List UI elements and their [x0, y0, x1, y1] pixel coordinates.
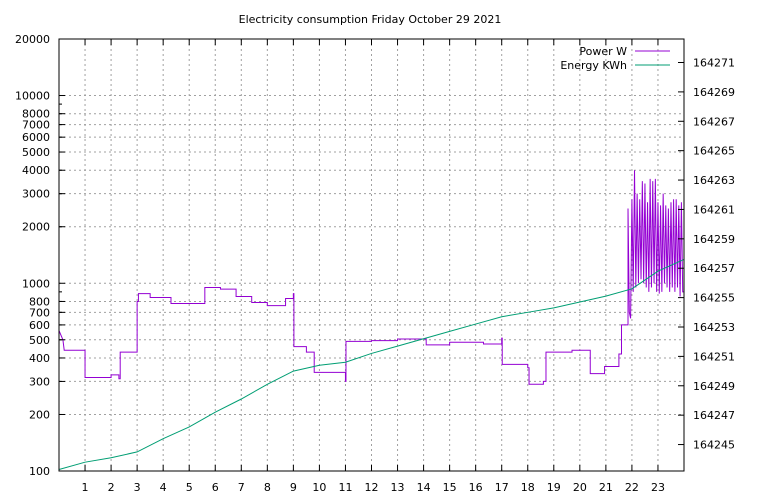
chart-title: Electricity consumption Friday October 2… [239, 13, 502, 26]
y-left-tick-label: 5000 [22, 146, 50, 159]
x-tick-label: 15 [443, 481, 457, 494]
y-right-tick-label: 164249 [693, 380, 735, 393]
x-tick-label: 13 [391, 481, 405, 494]
energy-series-line [58, 258, 685, 471]
series-layer [58, 170, 685, 471]
y-right-tick-label: 164255 [693, 292, 735, 305]
x-tick-label: 22 [625, 481, 639, 494]
y-right-tick-label: 164251 [693, 350, 735, 363]
y-left-tick-label: 300 [29, 375, 50, 388]
y-right-tick-label: 164257 [693, 262, 735, 275]
legend: Power W Energy KWh [560, 45, 670, 72]
y-right-tick-label: 164267 [693, 115, 735, 128]
y-right-tick-label: 164259 [693, 233, 735, 246]
legend-label-energy: Energy KWh [560, 59, 627, 72]
y-left-tick-label: 6000 [22, 131, 50, 144]
x-tick-label: 8 [264, 481, 271, 494]
axes: 1 2 3 4 5 6 7 8 9 10 11 12 13 14 15 16 17 18 19 20 21 22 23100… [15, 33, 735, 494]
y-left-tick-label: 600 [29, 319, 50, 332]
y-right-tick-label: 164265 [693, 145, 735, 158]
x-tick-label: 11 [338, 481, 352, 494]
y-left-tick-label: 2000 [22, 221, 50, 234]
y-right-tick-label: 164261 [693, 203, 735, 216]
x-tick-label: 12 [365, 481, 379, 494]
y-left-tick-label: 700 [29, 306, 50, 319]
y-left-tick-label: 200 [29, 408, 50, 421]
y-left-tick-label: 10000 [15, 90, 50, 103]
x-tick-label: 3 [134, 481, 141, 494]
y-left-tick-label: 100 [29, 465, 50, 478]
legend-label-power: Power W [579, 45, 627, 58]
y-left-tick-label: 20000 [15, 33, 50, 46]
y-left-tick-label: 4000 [22, 164, 50, 177]
y-left-tick-label: 800 [29, 295, 50, 308]
y-left-tick-label: 400 [29, 352, 50, 365]
x-tick-label: 7 [238, 481, 245, 494]
x-tick-label: 14 [417, 481, 431, 494]
grid-lines [59, 39, 684, 471]
x-tick-label: 21 [599, 481, 613, 494]
x-tick-label: 4 [160, 481, 167, 494]
y-right-tick-label: 164263 [693, 174, 735, 187]
y-left-tick-label: 1000 [22, 277, 50, 290]
y-right-tick-label: 164271 [693, 57, 735, 70]
x-tick-label: 2 [108, 481, 115, 494]
y-left-tick-label: 500 [29, 334, 50, 347]
x-tick-label: 19 [547, 481, 561, 494]
y-left-tick-label: 7000 [22, 119, 50, 132]
y-right-tick-label: 164245 [693, 439, 735, 452]
y-right-tick-label: 164269 [693, 86, 735, 99]
x-tick-label: 23 [651, 481, 665, 494]
x-tick-label: 5 [186, 481, 193, 494]
y-left-tick-label: 8000 [22, 108, 50, 121]
x-tick-label: 20 [573, 481, 587, 494]
x-tick-label: 17 [495, 481, 509, 494]
x-tick-label: 10 [312, 481, 326, 494]
x-tick-label: 16 [469, 481, 483, 494]
y-right-tick-label: 164247 [693, 409, 735, 422]
x-tick-label: 1 [82, 481, 89, 494]
y-right-tick-label: 164253 [693, 321, 735, 334]
power-series-line [58, 170, 684, 385]
x-tick-label: 6 [212, 481, 219, 494]
x-tick-label: 18 [521, 481, 535, 494]
y-left-tick-label: 3000 [22, 188, 50, 201]
x-tick-label: 9 [290, 481, 297, 494]
